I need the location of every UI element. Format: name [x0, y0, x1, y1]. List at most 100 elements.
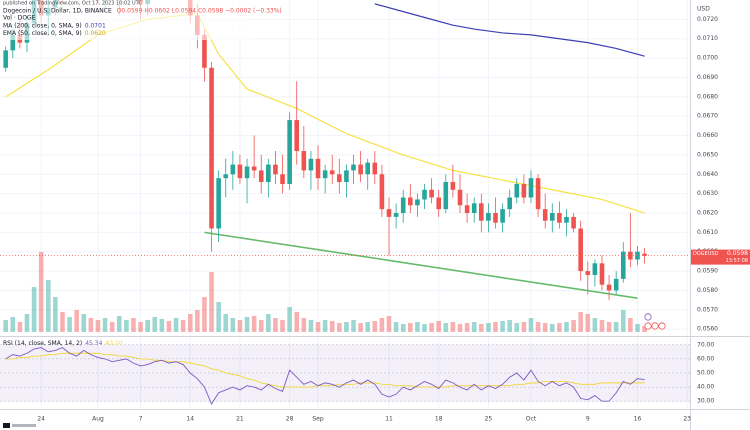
rsi-legend: RSI (14, close, SMA, 14, 2) 45.34 43.10 — [3, 340, 123, 347]
axes: USD 0.0720 0.0710 0.0700 0.0690 0.0680 0.0670 0… — [37, 6, 718, 423]
candle-body — [599, 263, 605, 285]
candle-body — [280, 174, 285, 184]
moving-average-line — [374, 3, 645, 57]
candle-body — [308, 158, 314, 171]
volume-bar — [124, 320, 129, 332]
volume-bar — [131, 318, 136, 332]
candle-body — [315, 158, 321, 179]
x-tick-label: Sep — [312, 416, 324, 423]
volume-bar — [216, 302, 221, 332]
volume-bar — [237, 320, 243, 332]
volume-bar — [578, 312, 583, 332]
x-tick-label: 24 — [37, 416, 45, 423]
y-tick-label: 0.0690 — [697, 74, 718, 81]
indicator-legend: MA (200, close, 0, SMA, 9) 0.0701 — [3, 22, 106, 29]
volume-bar — [415, 322, 420, 332]
volume-bar — [258, 320, 264, 332]
y-tick-label: 0.0610 — [697, 229, 718, 236]
volume-bar — [471, 322, 477, 332]
y-tick-label: 0.0580 — [697, 287, 718, 294]
volume-bar — [613, 322, 619, 332]
candle-body — [486, 213, 491, 221]
volume-bar — [116, 316, 122, 332]
candle-body — [557, 213, 562, 223]
y-tick-label: 0.0670 — [697, 113, 718, 120]
candle-body — [10, 34, 16, 51]
volume-bar — [514, 323, 520, 332]
y-tick-label: 0.0570 — [697, 306, 718, 313]
candle-body — [493, 213, 498, 223]
x-tick-label: Aug — [92, 416, 104, 423]
volume-bar — [195, 310, 200, 332]
candle-body — [415, 199, 420, 206]
event-icons — [644, 313, 666, 330]
candle-body — [564, 216, 569, 223]
x-tick-label: 18 — [435, 416, 443, 423]
volume-bar — [95, 320, 101, 332]
volume-bar — [24, 314, 30, 332]
candle-body — [266, 164, 271, 183]
candle-body — [400, 197, 406, 214]
volume-bar — [74, 310, 79, 332]
x-tick-label: 7 — [139, 416, 143, 423]
candle-body — [457, 189, 463, 206]
volume-bar — [493, 322, 498, 332]
candle-body — [365, 162, 371, 175]
logo — [3, 423, 36, 428]
rsi-tick-label: 40.00 — [697, 384, 714, 391]
indicator-name: MA (200, close, 0, SMA, 9) — [3, 22, 82, 29]
volume-bar — [457, 324, 463, 332]
y-tick-label: 0.0640 — [697, 171, 718, 178]
volume-bar — [329, 321, 335, 332]
candle-body — [372, 162, 378, 175]
indicator-value: 0.0620 — [85, 30, 106, 37]
volume-bar — [592, 318, 598, 332]
y-tick-label: 0.0590 — [697, 268, 718, 275]
volume-bar — [287, 307, 292, 332]
volume-bar — [88, 318, 94, 332]
volume-bar — [159, 319, 165, 332]
volume-bar — [549, 324, 555, 332]
y-tick-label: 0.0620 — [697, 210, 718, 217]
volume-bar — [223, 314, 229, 332]
logo-text — [12, 424, 36, 427]
legend-backdrop — [0, 0, 250, 40]
candle-body — [351, 164, 356, 171]
volume-bar — [436, 321, 442, 332]
volume-bar — [521, 322, 527, 332]
x-tick-label: 23 — [683, 416, 691, 423]
candle-body — [358, 164, 363, 175]
candle-body — [443, 182, 449, 210]
candle-body — [507, 197, 512, 210]
candle-body — [273, 164, 278, 175]
volume-bar — [53, 297, 58, 332]
volume-bar — [464, 323, 470, 332]
x-tick-label: 9 — [586, 416, 590, 423]
volume-bar — [429, 323, 434, 332]
volume-bar — [557, 323, 562, 332]
volume-bar — [450, 322, 456, 332]
volume-bar — [507, 320, 512, 332]
candle-body — [464, 205, 470, 214]
candle-body — [635, 251, 640, 260]
volume-bar — [400, 324, 406, 332]
volume-bar — [301, 318, 307, 332]
candle-body — [535, 178, 541, 210]
rsi-line — [5, 347, 645, 406]
candle-body — [471, 203, 477, 214]
volume-bar — [542, 323, 548, 332]
volume-legend: Vol · DOGE — [3, 15, 36, 22]
candle-body — [500, 209, 505, 223]
candle-body — [450, 182, 456, 190]
candle-body — [223, 174, 229, 179]
event-icon — [644, 322, 652, 330]
volume-bar — [280, 320, 285, 332]
volume-bar — [642, 326, 647, 332]
volume-bar — [173, 318, 179, 332]
volume-bar — [535, 322, 541, 332]
candle-body — [386, 209, 392, 217]
y-tick-label: 0.0660 — [697, 132, 718, 139]
